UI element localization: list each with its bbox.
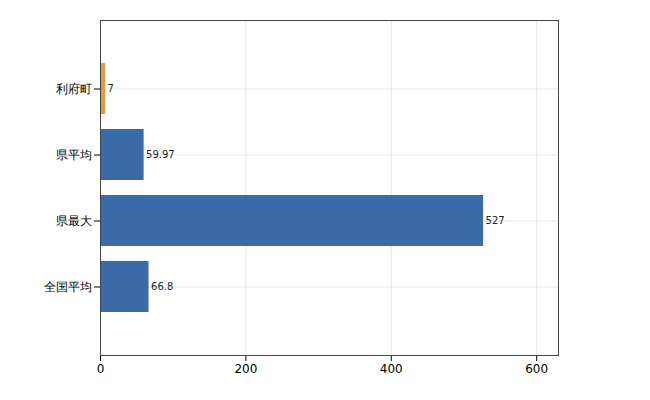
svg-text:7: 7 bbox=[108, 83, 114, 94]
svg-text:527: 527 bbox=[486, 215, 505, 226]
svg-text:県最大: 県最大 bbox=[56, 214, 92, 228]
svg-text:利府町: 利府町 bbox=[56, 82, 92, 96]
svg-text:400: 400 bbox=[380, 362, 403, 376]
svg-text:200: 200 bbox=[234, 362, 257, 376]
svg-text:0: 0 bbox=[97, 362, 105, 376]
svg-text:全国平均: 全国平均 bbox=[44, 280, 92, 294]
svg-text:県平均: 県平均 bbox=[56, 148, 92, 162]
svg-text:600: 600 bbox=[525, 362, 548, 376]
svg-text:59.97: 59.97 bbox=[146, 149, 175, 160]
svg-text:66.8: 66.8 bbox=[151, 281, 173, 292]
